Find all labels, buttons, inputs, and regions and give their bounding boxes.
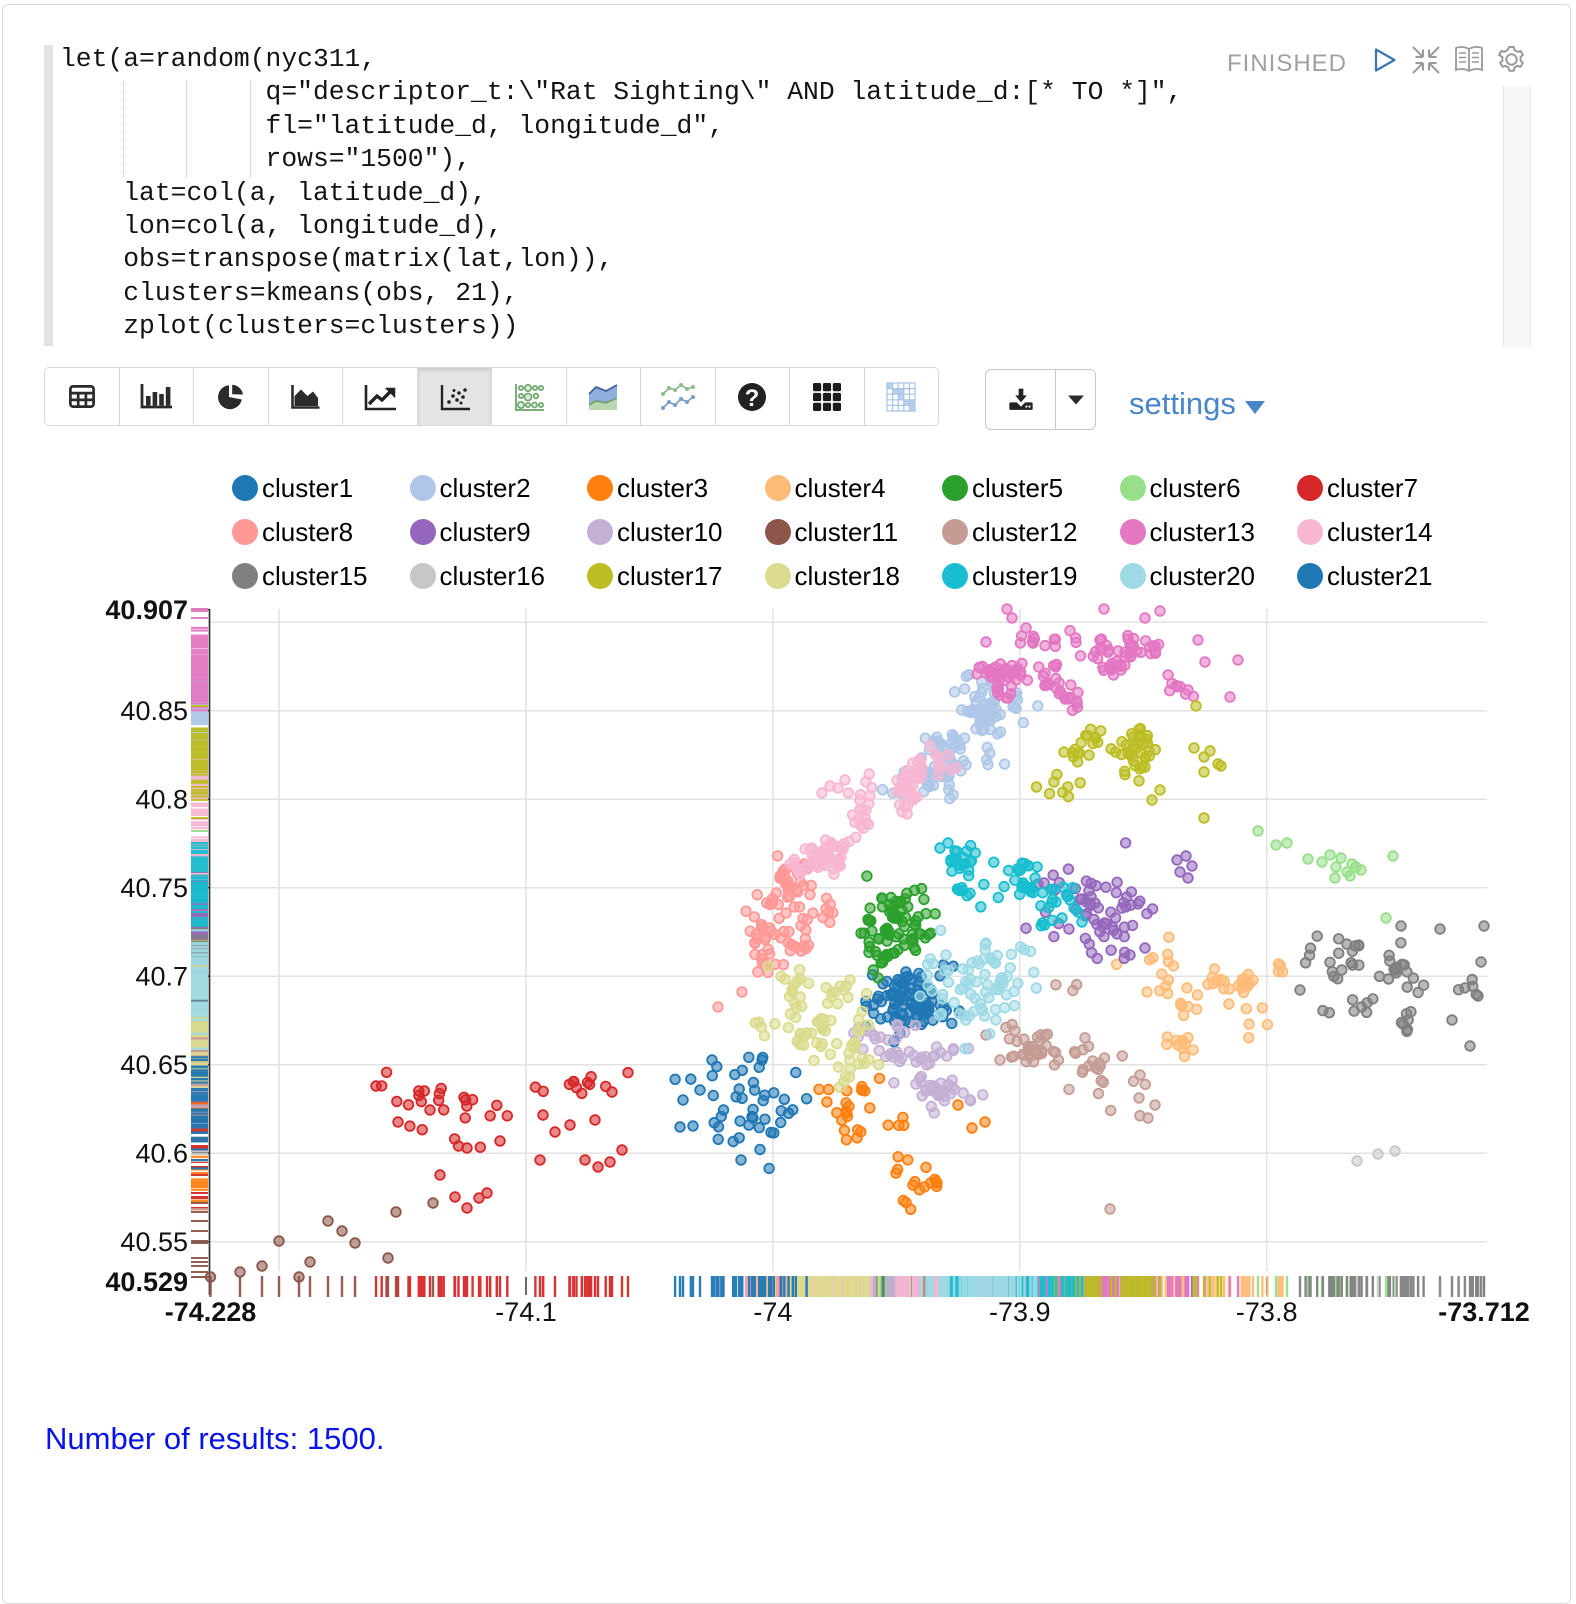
- svg-text:40.85: 40.85: [120, 696, 188, 726]
- svg-text:40.55: 40.55: [120, 1227, 188, 1257]
- svg-text:40.75: 40.75: [120, 873, 188, 903]
- svg-text:40.907: 40.907: [105, 595, 188, 625]
- svg-text:40.529: 40.529: [105, 1267, 188, 1297]
- svg-text:-73.9: -73.9: [989, 1297, 1051, 1327]
- svg-text:-74: -74: [753, 1297, 792, 1327]
- svg-text:-73.712: -73.712: [1438, 1297, 1530, 1327]
- svg-text:40.8: 40.8: [135, 785, 188, 815]
- svg-text:40.6: 40.6: [135, 1139, 188, 1169]
- svg-text:-74.228: -74.228: [165, 1297, 257, 1327]
- svg-text:40.65: 40.65: [120, 1050, 188, 1080]
- svg-text:-73.8: -73.8: [1236, 1297, 1298, 1327]
- svg-text:?: ?: [745, 385, 760, 412]
- svg-text:40.7: 40.7: [135, 962, 188, 992]
- svg-text:-74.1: -74.1: [495, 1297, 557, 1327]
